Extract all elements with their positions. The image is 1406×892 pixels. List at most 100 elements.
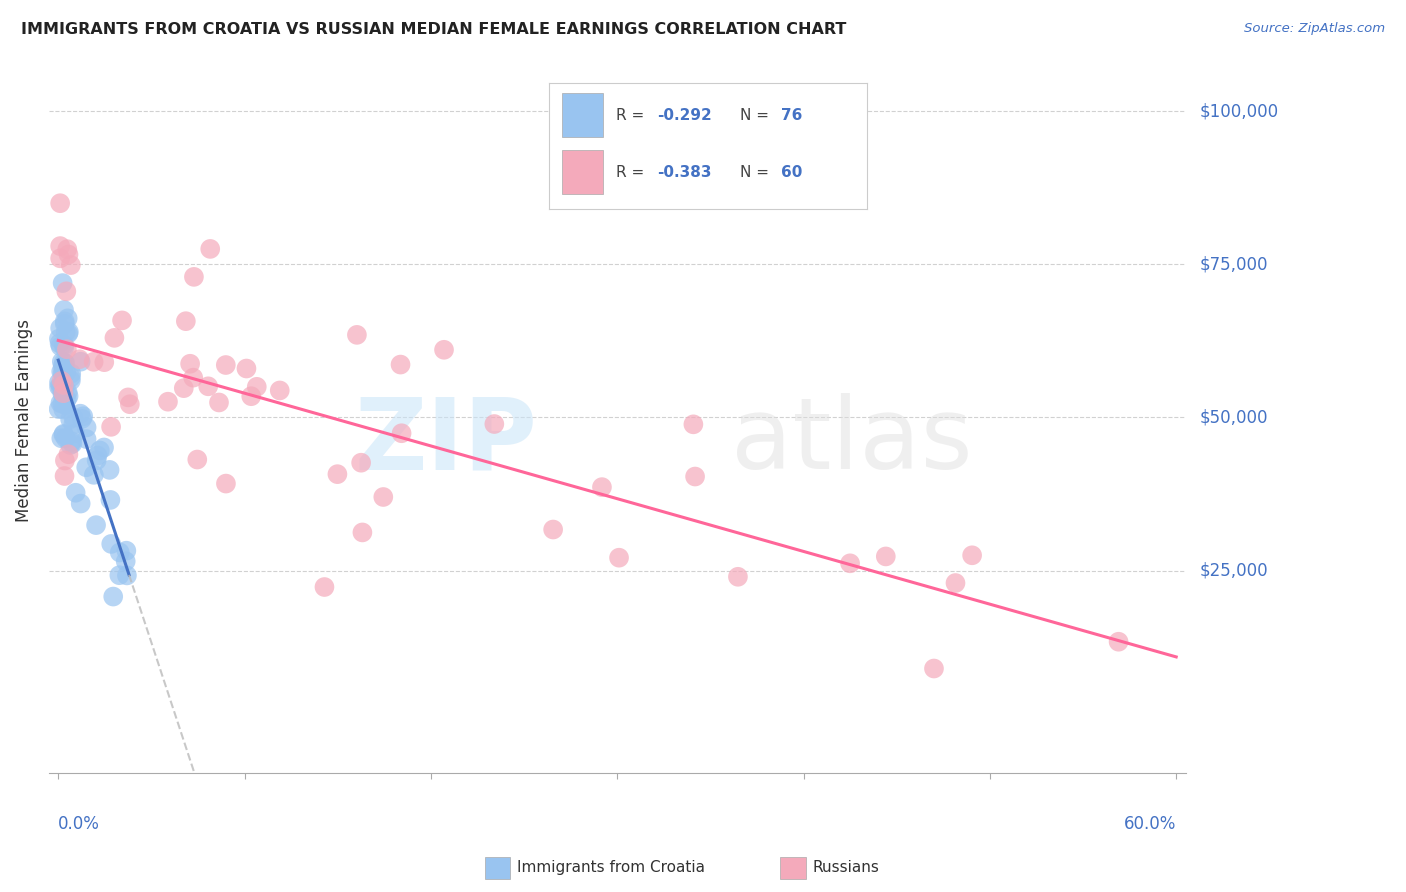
Point <box>173 381 195 395</box>
Point <box>181 370 204 384</box>
Point <box>314 580 336 594</box>
Point <box>52 387 75 401</box>
Point <box>51 387 73 401</box>
Point <box>49 339 72 353</box>
Point <box>111 313 134 327</box>
Text: Russians: Russians <box>813 861 880 875</box>
Point <box>51 431 73 445</box>
Point <box>52 359 75 373</box>
Text: 0.0%: 0.0% <box>58 815 100 833</box>
Point <box>433 343 456 357</box>
Point <box>922 661 945 675</box>
Point <box>52 386 75 401</box>
Point <box>373 490 395 504</box>
Point <box>51 354 73 368</box>
Point <box>103 590 125 604</box>
Point <box>235 361 257 376</box>
Point <box>208 395 231 409</box>
Point <box>55 326 77 340</box>
Point <box>53 453 76 467</box>
Point <box>75 460 97 475</box>
Point <box>83 355 105 369</box>
Point <box>56 343 79 357</box>
Point <box>100 420 122 434</box>
Point <box>53 380 76 394</box>
Point <box>197 379 219 393</box>
Point <box>49 196 72 211</box>
Point <box>114 554 136 568</box>
Point <box>48 332 70 346</box>
Point <box>62 417 84 432</box>
Point <box>352 525 374 540</box>
Point <box>52 368 75 382</box>
Point <box>86 453 108 467</box>
Point <box>49 381 72 395</box>
Point <box>51 378 73 392</box>
Point <box>53 380 76 394</box>
Text: IMMIGRANTS FROM CROATIA VS RUSSIAN MEDIAN FEMALE EARNINGS CORRELATION CHART: IMMIGRANTS FROM CROATIA VS RUSSIAN MEDIA… <box>21 22 846 37</box>
Text: $100,000: $100,000 <box>1199 103 1278 120</box>
Point <box>100 537 122 551</box>
Point <box>69 407 91 421</box>
Point <box>186 452 208 467</box>
Point <box>52 427 75 442</box>
Point <box>108 568 131 582</box>
Point <box>183 269 205 284</box>
Point <box>103 331 125 345</box>
Point <box>59 374 82 388</box>
Point <box>350 456 373 470</box>
Point <box>945 576 967 591</box>
Point <box>200 242 222 256</box>
Point <box>84 518 107 533</box>
Point <box>53 317 76 331</box>
Point <box>62 410 84 425</box>
Point <box>58 247 80 261</box>
Point <box>391 426 413 441</box>
Point <box>52 355 75 369</box>
Point <box>67 352 90 367</box>
Point <box>59 370 82 384</box>
Point <box>65 426 87 441</box>
Point <box>53 314 76 328</box>
Text: atlas: atlas <box>731 393 973 491</box>
Point <box>52 338 75 352</box>
Point <box>93 355 115 369</box>
Point <box>156 394 179 409</box>
Point <box>48 402 70 417</box>
Text: Immigrants from Croatia: Immigrants from Croatia <box>517 861 706 875</box>
Point <box>60 436 83 450</box>
Point <box>51 364 73 378</box>
Text: $25,000: $25,000 <box>1199 562 1268 580</box>
Point <box>682 417 704 432</box>
Point <box>76 420 98 434</box>
Point <box>56 385 79 400</box>
Point <box>246 380 269 394</box>
Text: ZIP: ZIP <box>354 393 537 491</box>
Point <box>118 397 141 411</box>
Point <box>55 285 77 299</box>
Point <box>98 463 121 477</box>
Point <box>69 354 91 368</box>
Text: $75,000: $75,000 <box>1199 255 1268 274</box>
Point <box>52 378 75 392</box>
Point <box>49 321 72 335</box>
Point <box>591 480 613 494</box>
Point <box>1108 634 1130 648</box>
Point <box>174 314 197 328</box>
Point <box>60 434 83 449</box>
Point <box>100 492 122 507</box>
Point <box>52 366 75 380</box>
Point <box>93 441 115 455</box>
Text: 60.0%: 60.0% <box>1123 815 1177 833</box>
Point <box>53 356 76 370</box>
Point <box>960 549 983 563</box>
Point <box>72 409 94 424</box>
Point <box>51 396 73 410</box>
Point <box>115 543 138 558</box>
Point <box>607 550 630 565</box>
Point <box>58 325 80 339</box>
Point <box>484 417 506 431</box>
Point <box>541 523 564 537</box>
Point <box>49 396 72 410</box>
Point <box>89 443 111 458</box>
